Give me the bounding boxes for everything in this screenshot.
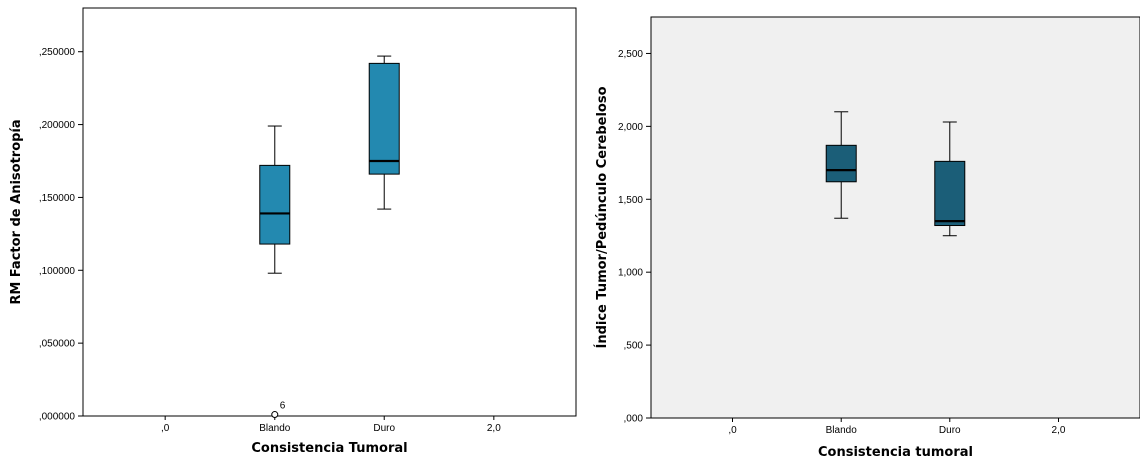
x-tick-label: Duro (373, 423, 395, 434)
y-tick-label: ,050000 (39, 339, 76, 350)
iqr-box (368, 62, 400, 175)
y-tick-label: 2,000 (618, 122, 643, 133)
plot-area (82, 7, 577, 417)
x-axis-title: Consistencia Tumoral (251, 441, 407, 456)
plot-area (650, 16, 1140, 419)
chart-2: ,000 ,500 1,000 1,500 2,000 2,500 ,0 Blando Duro… (594, 16, 1140, 460)
x-tick-label: Blando (259, 423, 291, 434)
iqr-box (259, 164, 291, 245)
box-blando: 6 (259, 125, 291, 419)
outlier-label: 6 (280, 401, 286, 412)
chart-1: ,000000 ,050000 ,100000 ,150000 ,200000 ,2500… (9, 7, 577, 456)
x-axis-title: Consistencia tumoral (818, 445, 973, 460)
x-tick-label: ,0 (728, 425, 737, 436)
iqr-box (825, 144, 857, 183)
box-duro (368, 55, 400, 210)
outlier-point (271, 411, 279, 419)
y-tick-label: 1,000 (618, 268, 643, 279)
y-tick-label: ,000 (624, 414, 644, 425)
iqr-box (934, 160, 966, 227)
y-tick-label: ,200000 (39, 120, 76, 131)
y-tick-label: ,000000 (39, 412, 76, 423)
x-tick-label: Blando (826, 425, 858, 436)
y-tick-label: ,500 (624, 341, 644, 352)
y-tick-label: ,100000 (39, 266, 76, 277)
x-tick-label: 2,0 (1052, 425, 1066, 436)
box-duro (934, 121, 966, 237)
box-blando (825, 111, 857, 219)
y-tick-label: 1,500 (618, 195, 643, 206)
x-tick-label: Duro (939, 425, 961, 436)
x-tick-label: 2,0 (487, 423, 501, 434)
y-tick-label: ,250000 (39, 47, 76, 58)
y-axis-title: Índice Tumor/Pedúnculo Cerebeloso (594, 86, 610, 348)
y-tick-label: ,150000 (39, 193, 76, 204)
x-tick-label: ,0 (161, 423, 170, 434)
y-axis-title: RM Factor de Anisotropía (9, 119, 24, 304)
y-tick-label: 2,500 (618, 49, 643, 60)
